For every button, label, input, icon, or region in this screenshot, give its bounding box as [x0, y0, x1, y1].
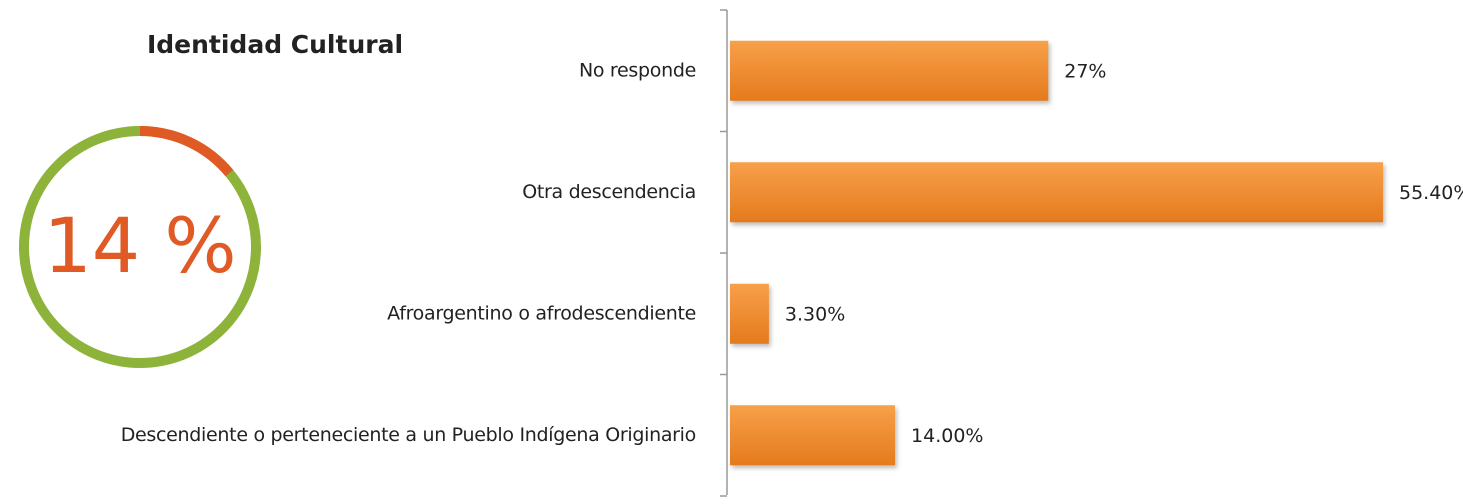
bar: [730, 40, 1049, 101]
bar: [730, 283, 769, 344]
bar: [730, 405, 896, 466]
value-label: 3.30%: [785, 303, 845, 325]
category-label: Afroargentino o afrodescendiente: [387, 302, 696, 324]
category-label: Otra descendencia: [522, 181, 696, 203]
value-label: 27%: [1064, 60, 1106, 82]
value-label: 14.00%: [911, 425, 983, 447]
bar: [730, 162, 1383, 223]
category-label: Descendiente o perteneciente a un Pueblo…: [121, 424, 696, 446]
ring-value-label: 14 %: [43, 201, 236, 290]
category-label: No responde: [579, 59, 696, 81]
ring-arc: [139, 126, 234, 177]
chart-title: Identidad Cultural: [147, 30, 403, 59]
value-label: 55.40%: [1399, 182, 1463, 204]
